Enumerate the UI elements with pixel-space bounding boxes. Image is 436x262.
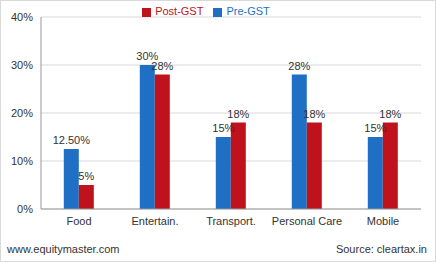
- html-text:www.equitymaster.com: www.equitymaster.com: [7, 243, 120, 255]
- svg-text:15%: 15%: [212, 122, 234, 134]
- html-text:Post-GST: Post-GST: [155, 5, 204, 17]
- svg-text:28%: 28%: [288, 60, 310, 72]
- svg-text:15%: 15%: [364, 122, 386, 134]
- svg-text:12.50%: 12.50%: [53, 134, 91, 146]
- svg-text:18%: 18%: [227, 108, 249, 120]
- svg-text:28%: 28%: [151, 60, 173, 72]
- svg-text:30%: 30%: [136, 50, 159, 62]
- svg-text:30%: 30%: [11, 59, 33, 71]
- html-text:Source: cleartax.in: Source: cleartax.in: [335, 243, 427, 255]
- svg-text:18%: 18%: [303, 108, 325, 120]
- svg-text:Entertain.: Entertain.: [131, 215, 178, 227]
- svg-text:Personal Care: Personal Care: [272, 215, 342, 227]
- svg-text:Transport.: Transport.: [206, 215, 256, 227]
- svg-text:18%: 18%: [379, 108, 401, 120]
- svg-text:0%: 0%: [17, 203, 33, 215]
- svg-text:Mobile: Mobile: [367, 215, 399, 227]
- svg-text:Food: Food: [66, 215, 91, 227]
- svg-text:5%: 5%: [78, 170, 94, 182]
- svg-text:20%: 20%: [11, 107, 33, 119]
- svg-text:40%: 40%: [11, 11, 33, 23]
- svg-text:10%: 10%: [11, 155, 33, 167]
- html-text:Pre-GST: Pre-GST: [226, 5, 270, 17]
